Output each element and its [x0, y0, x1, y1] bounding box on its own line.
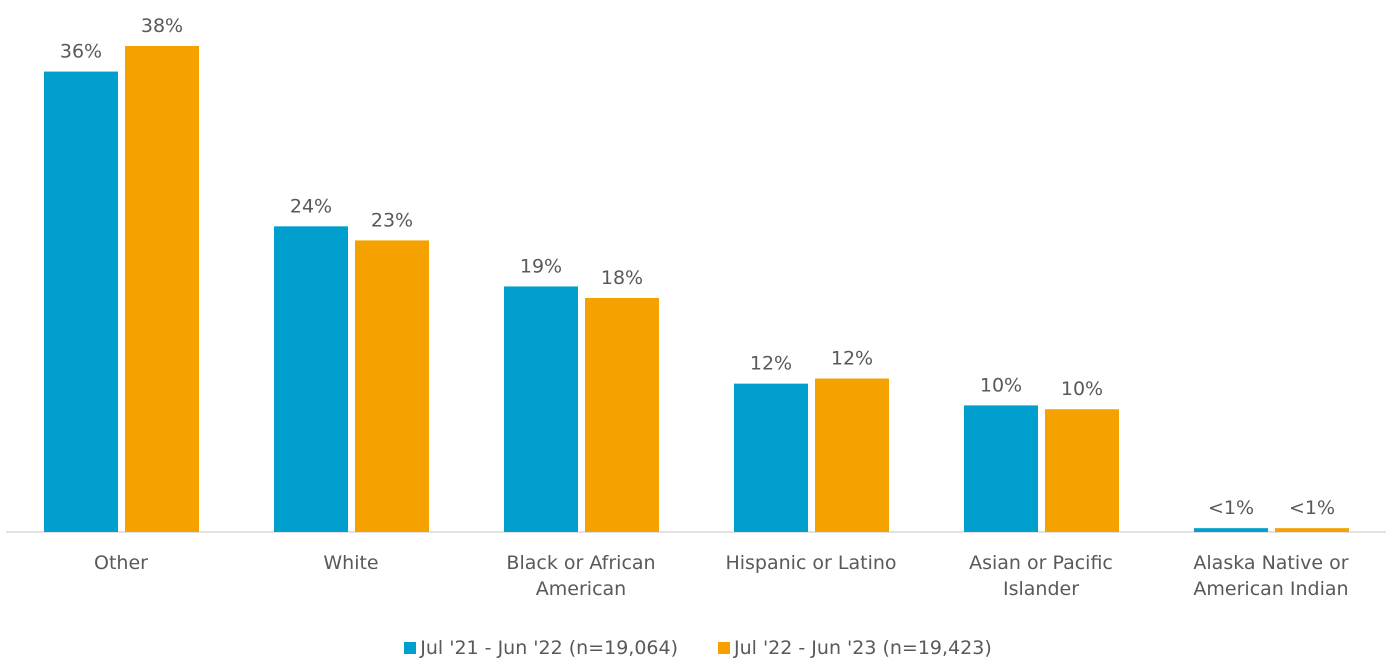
bar	[44, 71, 118, 532]
value-label: 23%	[371, 209, 413, 231]
bar	[585, 297, 659, 532]
value-label: 24%	[290, 195, 332, 217]
value-label: 12%	[750, 353, 792, 375]
x-tick-label: Other	[94, 552, 148, 574]
legend: Jul '21 - Jun '22 (n=19,064) Jul '22 - Ju…	[0, 636, 1396, 660]
legend-item: Jul '21 - Jun '22 (n=19,064)	[404, 636, 678, 660]
value-label: 38%	[141, 15, 183, 37]
bar	[964, 405, 1038, 532]
legend-label: Jul '21 - Jun '22 (n=19,064)	[420, 637, 678, 659]
bar	[1045, 409, 1119, 532]
value-label: 19%	[520, 255, 562, 277]
x-tick-label: White	[323, 552, 379, 574]
bar	[1194, 528, 1268, 532]
value-label: 18%	[601, 267, 643, 289]
legend-label: Jul '22 - Jun '23 (n=19,423)	[734, 637, 992, 659]
value-label: <1%	[1208, 497, 1254, 519]
value-label: 12%	[831, 348, 873, 370]
bar	[815, 378, 889, 532]
value-label: 10%	[1061, 378, 1103, 400]
value-label: 10%	[980, 374, 1022, 396]
x-tick-label: Hispanic or Latino	[725, 552, 897, 574]
legend-item: Jul '22 - Jun '23 (n=19,423)	[718, 636, 992, 660]
bar	[504, 286, 578, 532]
bar	[274, 226, 348, 532]
x-tick-label: Black or African American	[506, 552, 656, 600]
x-tick-label: Asian or Pacific Islander	[969, 552, 1113, 600]
bar	[125, 46, 199, 532]
legend-swatch	[404, 642, 417, 654]
value-label: <1%	[1289, 497, 1335, 519]
value-label: 36%	[60, 41, 102, 63]
bar	[355, 240, 429, 532]
bar	[734, 383, 808, 532]
x-tick-label: Alaska Native or American Indian	[1193, 552, 1349, 600]
bar	[1275, 528, 1349, 532]
legend-swatch	[718, 642, 730, 654]
